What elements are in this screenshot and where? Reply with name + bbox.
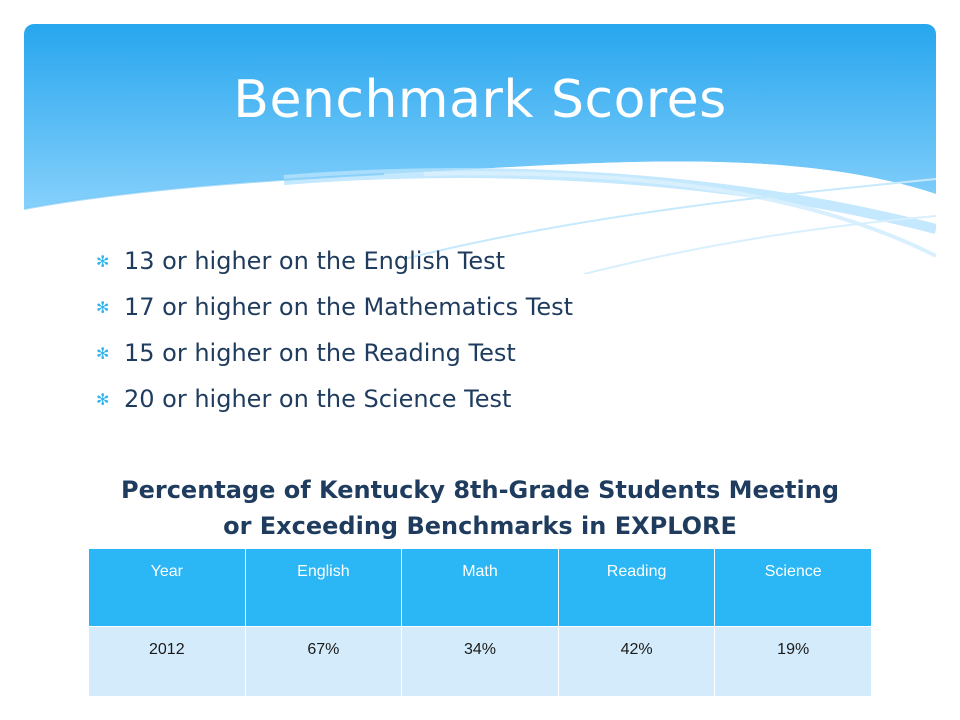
- asterisk-icon: ✻: [96, 389, 110, 409]
- list-item-text: 20 or higher on the Science Test: [124, 385, 512, 413]
- table-heading-line: Percentage of Kentucky 8th-Grade Student…: [120, 476, 839, 504]
- asterisk-icon: ✻: [96, 251, 110, 271]
- column-header-math: Math: [401, 548, 559, 627]
- column-header-english: English: [244, 548, 403, 627]
- table-heading: Percentage of Kentucky 8th-Grade Student…: [0, 472, 960, 544]
- list-item: ✻ 15 or higher on the Reading Test: [96, 330, 573, 376]
- cell-science: 19%: [714, 626, 872, 697]
- table-header-row: Year English Math Reading Science: [88, 548, 872, 627]
- benchmark-list: ✻ 13 or higher on the English Test ✻ 17 …: [96, 238, 573, 422]
- cell-year: 2012: [88, 626, 246, 697]
- list-item-text: 17 or higher on the Mathematics Test: [124, 293, 574, 321]
- wave-decoration: [24, 24, 936, 274]
- column-header-reading: Reading: [557, 548, 716, 627]
- column-header-science: Science: [714, 548, 872, 627]
- list-item: ✻ 20 or higher on the Science Test: [96, 376, 573, 422]
- cell-english: 67%: [244, 626, 403, 697]
- list-item-text: 13 or higher on the English Test: [124, 247, 506, 275]
- table-heading-line: or Exceeding Benchmarks in EXPLORE: [223, 512, 737, 540]
- asterisk-icon: ✻: [96, 343, 110, 363]
- table-row: 2012 67% 34% 42% 19%: [88, 626, 872, 697]
- slide-title: Benchmark Scores: [233, 70, 727, 130]
- list-item: ✻ 17 or higher on the Mathematics Test: [96, 284, 573, 330]
- benchmark-table: Year English Math Reading Science 2012 6…: [88, 548, 872, 697]
- list-item-text: 15 or higher on the Reading Test: [124, 339, 516, 367]
- cell-math: 34%: [401, 626, 559, 697]
- cell-reading: 42%: [557, 626, 716, 697]
- column-header-year: Year: [88, 548, 246, 627]
- list-item: ✻ 13 or higher on the English Test: [96, 238, 573, 284]
- title-banner: [24, 24, 936, 274]
- asterisk-icon: ✻: [96, 297, 110, 317]
